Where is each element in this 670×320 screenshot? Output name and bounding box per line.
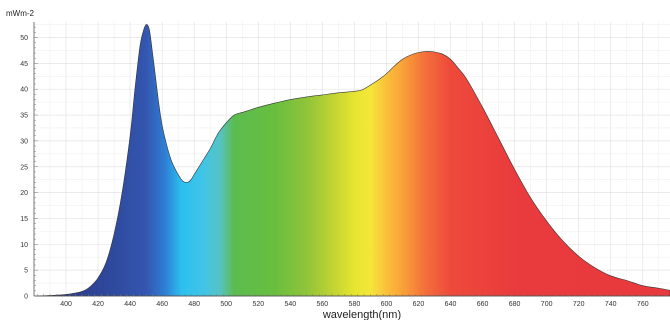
x-tick-label: 580 [349, 301, 361, 308]
y-tick-label: 20 [20, 190, 28, 197]
y-tick-label: 25 [20, 164, 28, 171]
tick-labels: 400 420 440 460 480 500 520 540 560 580 600 620 640 6… [20, 35, 649, 308]
x-tick-label: 700 [541, 301, 553, 308]
y-tick-label: 0 [24, 294, 28, 301]
x-tick-label: 540 [284, 301, 296, 308]
x-tick-label: 720 [573, 301, 585, 308]
y-tick-label: 30 [20, 138, 28, 145]
x-tick-label: 520 [252, 301, 264, 308]
y-tick-label: 50 [20, 35, 28, 42]
y-tick-label: 5 [24, 268, 28, 275]
y-tick-label: 40 [20, 87, 28, 94]
x-tick-label: 640 [445, 301, 457, 308]
x-axis-title: wavelength(nm) [322, 309, 401, 320]
spectrum-area [33, 24, 670, 297]
x-tick-label: 560 [317, 301, 329, 308]
x-tick-label: 760 [637, 301, 649, 308]
y-tick-label: 45 [20, 61, 28, 68]
y-tick-label: 35 [20, 113, 28, 120]
x-tick-label: 620 [413, 301, 425, 308]
x-tick-label: 500 [220, 301, 232, 308]
y-axis-unit-label: mWm-2 [6, 9, 35, 18]
x-tick-label: 460 [156, 301, 168, 308]
y-tick-label: 15 [20, 216, 28, 223]
x-tick-label: 420 [92, 301, 104, 308]
axes [33, 22, 670, 297]
y-tick-label: 10 [20, 242, 28, 249]
x-tick-label: 480 [188, 301, 200, 308]
x-tick-label: 740 [605, 301, 617, 308]
x-tick-label: 600 [381, 301, 393, 308]
x-tick-label: 660 [477, 301, 489, 308]
x-tick-label: 440 [124, 301, 136, 308]
x-tick-label: 680 [509, 301, 521, 308]
x-tick-label: 400 [60, 301, 72, 308]
